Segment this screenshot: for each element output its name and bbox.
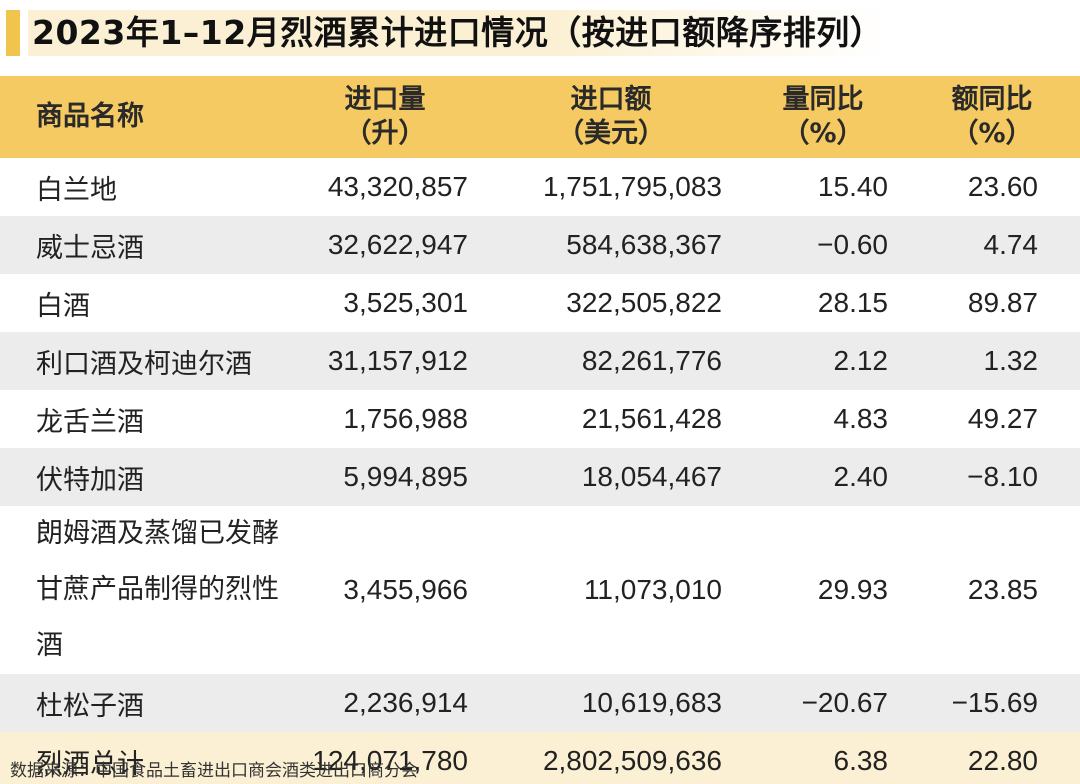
row-volume-yoy: −0.60	[817, 229, 888, 260]
row-value-yoy: 1.32	[983, 345, 1039, 376]
table-row: 利口酒及柯迪尔酒 31,157,912 82,261,776 2.12 1.32	[0, 332, 1080, 390]
table-header-row: 商品名称 进口量 （升） 进口额 （美元） 量同比 （%） 额同比 （%）	[0, 76, 1080, 158]
row-volume-yoy: 2.12	[833, 345, 889, 376]
row-value-yoy: 23.60	[967, 171, 1038, 202]
table-row: 白兰地 43,320,857 1,751,795,083 15.40 23.60	[0, 158, 1080, 216]
row-name: 杜松子酒	[36, 690, 144, 722]
header-name: 商品名称	[36, 101, 144, 132]
total-value: 2,802,509,636	[542, 745, 722, 776]
row-name: 白酒	[36, 290, 90, 322]
row-name: 利口酒及柯迪尔酒	[36, 348, 252, 380]
table-row: 朗姆酒及蒸馏已发酵 甘蔗产品制得的烈性酒 3,455,966 11,073,01…	[0, 506, 1080, 674]
header-value-yoy: 额同比 （%）	[904, 76, 1080, 158]
header-value-label: 进口额	[570, 84, 652, 115]
row-name-line-1: 朗姆酒及蒸馏已发酵	[36, 518, 279, 549]
header-value-yoy-label: 额同比	[951, 84, 1033, 115]
row-value-yoy: −8.10	[967, 461, 1038, 492]
row-value: 82,261,776	[581, 345, 722, 376]
row-value: 584,638,367	[566, 229, 722, 260]
table-row: 白酒 3,525,301 322,505,822 28.15 89.87	[0, 274, 1080, 332]
header-value-yoy-unit: （%）	[951, 118, 1033, 149]
row-value-yoy: 23.85	[967, 574, 1038, 605]
row-volume: 3,525,301	[343, 287, 468, 318]
spirits-import-table: 商品名称 进口量 （升） 进口额 （美元） 量同比 （%） 额同比 （%） 白兰…	[0, 76, 1080, 784]
total-volume: 124,071,780	[312, 745, 468, 776]
row-volume: 32,622,947	[327, 229, 468, 260]
row-volume-yoy: 15.40	[817, 171, 888, 202]
total-row: 烈酒总计 124,071,780 2,802,509,636 6.38 22.8…	[0, 732, 1080, 784]
row-volume-yoy: −20.67	[801, 687, 888, 718]
page-title: 2023年1–12月烈酒累计进口情况（按进口额降序排列）	[28, 10, 892, 56]
row-name: 威士忌酒	[36, 232, 144, 264]
header-volume-unit: （升）	[344, 118, 426, 149]
row-name-line-2: 甘蔗产品制得的烈性酒	[36, 574, 279, 661]
row-volume: 31,157,912	[327, 345, 468, 376]
row-value: 11,073,010	[583, 574, 722, 605]
total-name: 烈酒总计	[36, 748, 144, 780]
row-value: 1,751,795,083	[542, 171, 722, 202]
row-value: 18,054,467	[581, 461, 722, 492]
row-volume-yoy: 29.93	[817, 574, 888, 605]
table-row: 威士忌酒 32,622,947 584,638,367 −0.60 4.74	[0, 216, 1080, 274]
row-value-yoy: −15.69	[951, 687, 1038, 718]
total-volume-yoy: 6.38	[833, 745, 889, 776]
row-name: 龙舌兰酒	[36, 406, 144, 438]
header-volume: 进口量 （升）	[290, 76, 480, 158]
total-value-yoy: 22.80	[967, 745, 1038, 776]
row-volume: 43,320,857	[327, 171, 468, 202]
data-source-note: 数据来源：中国食品土畜进出口商会酒类进出口商分会	[10, 761, 418, 781]
row-name: 伏特加酒	[36, 464, 144, 496]
row-value-yoy: 49.27	[967, 403, 1038, 434]
title-bar: 2023年1–12月烈酒累计进口情况（按进口额降序排列）	[6, 8, 892, 58]
row-value: 21,561,428	[581, 403, 722, 434]
row-name: 白兰地	[36, 174, 117, 206]
row-value: 322,505,822	[566, 287, 722, 318]
header-value: 进口额 （美元）	[480, 76, 742, 158]
row-value-yoy: 4.74	[983, 229, 1039, 260]
table-row: 龙舌兰酒 1,756,988 21,561,428 4.83 49.27	[0, 390, 1080, 448]
row-volume-yoy: 28.15	[817, 287, 888, 318]
header-value-unit: （美元）	[557, 118, 665, 149]
header-volume-yoy: 量同比 （%）	[742, 76, 904, 158]
table-row: 杜松子酒 2,236,914 10,619,683 −20.67 −15.69	[0, 674, 1080, 732]
row-value-yoy: 89.87	[967, 287, 1038, 318]
table-row: 伏特加酒 5,994,895 18,054,467 2.40 −8.10	[0, 448, 1080, 506]
header-volume-label: 进口量	[344, 84, 426, 115]
row-volume: 2,236,914	[343, 687, 468, 718]
title-accent-bar	[6, 10, 20, 56]
header-volume-yoy-unit: （%）	[782, 118, 864, 149]
row-value: 10,619,683	[581, 687, 722, 718]
row-volume: 3,455,966	[343, 574, 468, 605]
row-volume-yoy: 2.40	[833, 461, 889, 492]
row-volume: 5,994,895	[343, 461, 468, 492]
row-name: 朗姆酒及蒸馏已发酵 甘蔗产品制得的烈性酒	[0, 506, 290, 674]
row-volume-yoy: 4.83	[833, 403, 889, 434]
row-volume: 1,756,988	[343, 403, 468, 434]
header-volume-yoy-label: 量同比	[782, 84, 864, 115]
